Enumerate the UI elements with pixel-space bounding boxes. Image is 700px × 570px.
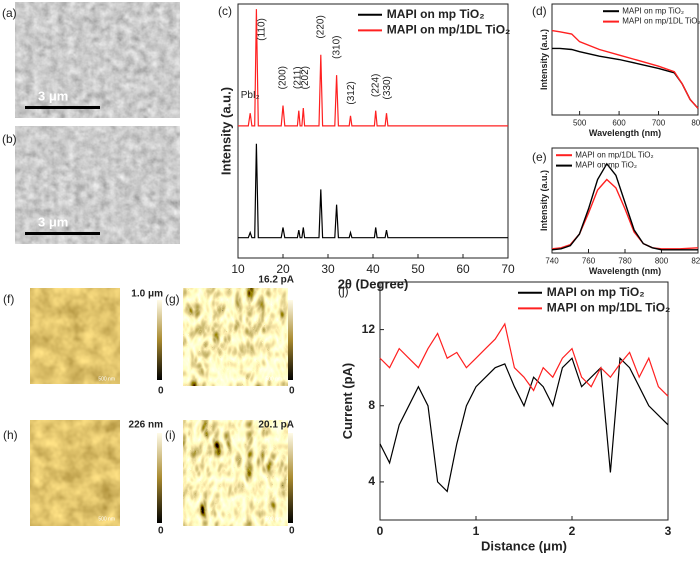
peak-label: (220) (315, 15, 326, 38)
peak-label: (211) (292, 66, 303, 89)
plot-frame (237, 3, 509, 259)
legend-label: MAPI on mp/1DL TiO₂ (547, 301, 671, 315)
scale-bar (25, 106, 100, 109)
series-line (551, 29, 699, 109)
plot-frame (379, 281, 669, 521)
legend-label: MAPI on mp TiO₂ (622, 6, 684, 15)
scale-text: 3 μm (38, 88, 68, 103)
peak-label: (110) (256, 18, 267, 41)
x-tick-label: 2 (569, 524, 576, 538)
series-line (238, 9, 508, 127)
x-tick-label: 1 (473, 524, 480, 538)
x-tick-label: 70 (501, 262, 515, 276)
legend-label: MAPI on mp/1DL TiO₂ (387, 23, 511, 37)
legend-label: MAPI on mp/1DL TiO₂ (575, 150, 653, 159)
scale-min: 0 (289, 526, 295, 537)
scale-max: 20.1 pA (258, 420, 294, 431)
y-axis-label: Intensity (a.u.) (219, 87, 234, 175)
series-line (551, 162, 698, 251)
peak-label: (312) (346, 81, 357, 104)
y-axis-label: Intensity (a.u.) (539, 170, 549, 231)
y-axis-label: Intensity (a.u.) (539, 29, 549, 90)
plot-frame (551, 3, 699, 116)
legend-label: MAPI on mp TiO₂ (387, 7, 485, 21)
panel-label: (c) (218, 4, 232, 18)
x-tick-label: 60 (456, 262, 470, 276)
y-tick-label: 4 (368, 474, 375, 488)
panel-label: (b) (2, 132, 17, 146)
scale-text: 500 nm (98, 516, 115, 522)
afm-image (30, 420, 120, 526)
panel-label: (i) (165, 428, 176, 442)
legend-label: MAPI on mp TiO₂ (575, 161, 637, 170)
x-tick-label: 800 (655, 257, 669, 266)
x-axis-label: 2θ (Degree) (338, 277, 409, 292)
scale-text: 500 nm (98, 376, 115, 382)
x-axis-label: Distance (μm) (481, 539, 567, 554)
afm-image (30, 288, 120, 384)
scale-bar (25, 232, 100, 235)
series-line (551, 178, 699, 250)
legend-label: MAPI on mp TiO₂ (547, 285, 645, 299)
panel-label: (j) (338, 284, 349, 298)
scale-max: 226 nm (129, 420, 164, 431)
peak-label: (200) (278, 66, 289, 89)
scale-text: 3 μm (38, 214, 68, 229)
scale-max: 16.2 pA (258, 275, 294, 286)
color-bar (288, 300, 293, 380)
cafm-image (183, 420, 288, 526)
peak-label: (310) (332, 36, 343, 59)
panel-label: (d) (532, 4, 547, 18)
panel-label: (f) (3, 292, 14, 306)
panel-label: (h) (3, 428, 18, 442)
peak-label: PbI₂ (241, 90, 260, 101)
x-axis-label: Wavelength (nm) (589, 128, 661, 138)
x-tick-label: 10 (231, 262, 245, 276)
panel-label: (e) (532, 150, 547, 164)
x-tick-label: 40 (366, 262, 380, 276)
panel-label: (g) (165, 292, 180, 306)
peak-label: (202) (300, 66, 311, 89)
y-axis-label: Current (pA) (340, 363, 355, 440)
scale-min: 0 (158, 386, 164, 397)
x-tick-label: 20 (276, 262, 290, 276)
x-tick-label: 820 (691, 257, 700, 266)
scale-text: 500 nm (265, 376, 282, 382)
peak-label: (330) (382, 76, 393, 99)
x-tick-label: 0 (377, 524, 384, 538)
color-bar (288, 433, 293, 523)
x-tick-label: 740 (545, 257, 559, 266)
peak-label: (224) (370, 74, 381, 97)
scale-min: 0 (158, 526, 164, 537)
panel-label: (a) (2, 6, 17, 20)
scale-min: 0 (289, 386, 295, 397)
x-tick-label: 600 (612, 119, 626, 128)
series-line (238, 143, 508, 239)
scale-text: 500 nm (265, 516, 282, 522)
x-tick-label: 500 (573, 119, 587, 128)
x-tick-label: 780 (618, 257, 632, 266)
legend-label: MAPI on mp/1DL TiO₂ (622, 17, 700, 26)
series-line (379, 356, 669, 493)
cafm-image (183, 288, 288, 386)
x-tick-label: 760 (582, 257, 596, 266)
sem-image (15, 2, 180, 118)
scale-max: 1.0 μm (131, 289, 163, 300)
x-tick-label: 800 (691, 119, 700, 128)
x-tick-label: 700 (652, 119, 666, 128)
color-bar (157, 300, 162, 380)
x-tick-label: 3 (665, 524, 672, 538)
x-axis-label: Wavelength (nm) (589, 266, 661, 276)
series-line (379, 322, 669, 397)
y-tick-label: 12 (362, 322, 376, 336)
color-bar (157, 433, 162, 523)
x-tick-label: 50 (411, 262, 425, 276)
sem-image (15, 126, 180, 244)
x-tick-label: 30 (321, 262, 335, 276)
y-tick-label: 8 (368, 398, 375, 412)
